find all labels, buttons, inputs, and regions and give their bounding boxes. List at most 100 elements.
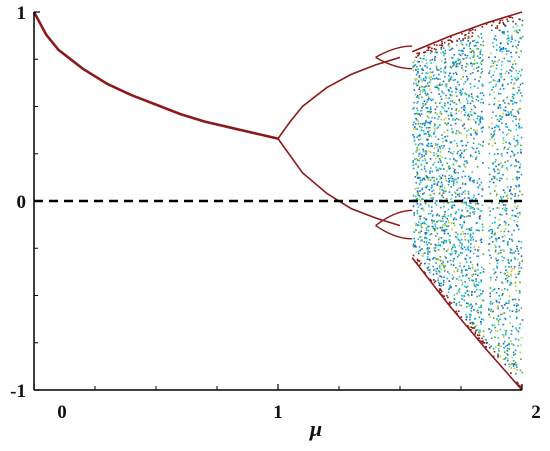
chaos-point xyxy=(489,331,492,334)
chaos-point xyxy=(505,302,507,304)
chaos-point xyxy=(463,108,465,111)
chaos-point xyxy=(441,189,443,191)
chaos-point xyxy=(475,329,477,332)
chaos-point xyxy=(440,237,443,239)
chaos-point xyxy=(412,254,415,257)
chaos-point xyxy=(461,244,463,247)
chaos-point xyxy=(506,160,509,162)
chaos-point xyxy=(518,384,521,387)
chaos-point xyxy=(422,222,424,224)
chaos-point xyxy=(433,122,436,125)
chaos-point xyxy=(499,163,501,165)
chaos-point xyxy=(501,305,503,307)
chaos-point xyxy=(508,275,510,278)
chaos-point xyxy=(420,168,423,171)
chaos-point xyxy=(444,104,446,107)
chaos-point xyxy=(512,26,515,28)
chaos-point xyxy=(419,203,422,205)
chaos-point xyxy=(449,242,451,244)
chaos-point xyxy=(488,309,490,311)
chaos-point xyxy=(517,86,519,89)
chaos-point xyxy=(438,102,441,104)
chaos-point xyxy=(515,305,518,307)
chaos-point xyxy=(416,159,419,161)
chaos-point xyxy=(425,227,428,229)
chaos-point xyxy=(455,44,458,46)
chaos-point xyxy=(506,347,509,350)
chaos-point xyxy=(505,141,507,144)
chaos-point xyxy=(419,65,422,67)
chaos-point xyxy=(417,71,419,73)
chaos-point xyxy=(503,334,505,337)
chaos-point xyxy=(502,307,504,309)
chaos-point xyxy=(455,310,458,313)
chaos-point xyxy=(462,231,464,233)
chaos-point xyxy=(444,65,447,68)
chaos-point xyxy=(513,188,515,190)
chaos-point xyxy=(462,191,465,193)
chaos-point xyxy=(475,302,477,305)
chaos-point xyxy=(498,345,501,347)
chaos-point xyxy=(494,35,497,37)
chaos-point xyxy=(491,60,494,62)
chaos-point xyxy=(456,256,459,258)
chaos-point xyxy=(472,155,474,158)
chaos-point xyxy=(471,32,474,34)
chaos-point xyxy=(502,88,505,90)
chaos-point xyxy=(515,308,518,311)
chaos-point xyxy=(520,358,522,360)
chaos-point xyxy=(473,68,475,70)
chaos-point xyxy=(424,51,427,53)
chaos-point xyxy=(441,229,443,232)
chaos-point xyxy=(511,93,514,96)
chaos-point xyxy=(437,180,440,183)
chaos-point xyxy=(481,266,483,269)
chaos-point xyxy=(508,50,510,52)
chaos-point xyxy=(432,74,435,77)
chaos-point xyxy=(517,122,520,125)
chaos-point xyxy=(471,95,473,98)
chaos-point xyxy=(432,98,434,101)
chaos-point xyxy=(458,130,460,132)
chaos-point xyxy=(497,227,499,229)
chaos-point xyxy=(452,72,455,75)
chaos-point xyxy=(482,162,484,164)
chaos-point xyxy=(442,140,444,143)
chaos-point xyxy=(457,118,460,121)
chaos-point xyxy=(417,250,420,253)
chaos-point xyxy=(511,17,514,19)
chaos-point xyxy=(426,84,428,86)
chaos-point xyxy=(421,123,424,125)
chaos-point xyxy=(496,267,499,269)
chaos-point xyxy=(471,236,474,238)
chaos-point xyxy=(496,262,499,264)
chaos-point xyxy=(475,44,477,47)
chaos-point xyxy=(466,54,469,57)
chaos-point xyxy=(466,162,468,164)
chaos-point xyxy=(475,121,477,124)
chaos-point xyxy=(435,144,437,147)
chaos-point xyxy=(510,16,512,19)
chaos-point xyxy=(450,201,453,203)
chaos-point xyxy=(480,238,483,241)
chaos-point xyxy=(449,241,451,243)
chaos-point xyxy=(470,243,472,245)
chaos-point xyxy=(473,137,475,140)
chaos-point xyxy=(415,123,417,125)
chaos-point xyxy=(455,109,457,111)
chaos-point xyxy=(505,167,508,169)
chaos-point xyxy=(464,70,467,72)
chaos-point xyxy=(474,331,477,334)
chaos-point xyxy=(421,61,424,63)
chaos-point xyxy=(441,226,444,229)
chaos-point xyxy=(520,344,522,347)
chaos-point xyxy=(426,243,428,246)
chaos-point xyxy=(511,95,514,98)
chaos-point xyxy=(505,114,508,117)
chaos-point xyxy=(451,115,453,117)
chaos-point xyxy=(482,189,484,191)
chaos-point xyxy=(466,79,469,81)
chaos-point xyxy=(516,317,518,320)
chaos-point xyxy=(434,257,437,259)
chaos-point xyxy=(518,56,520,58)
